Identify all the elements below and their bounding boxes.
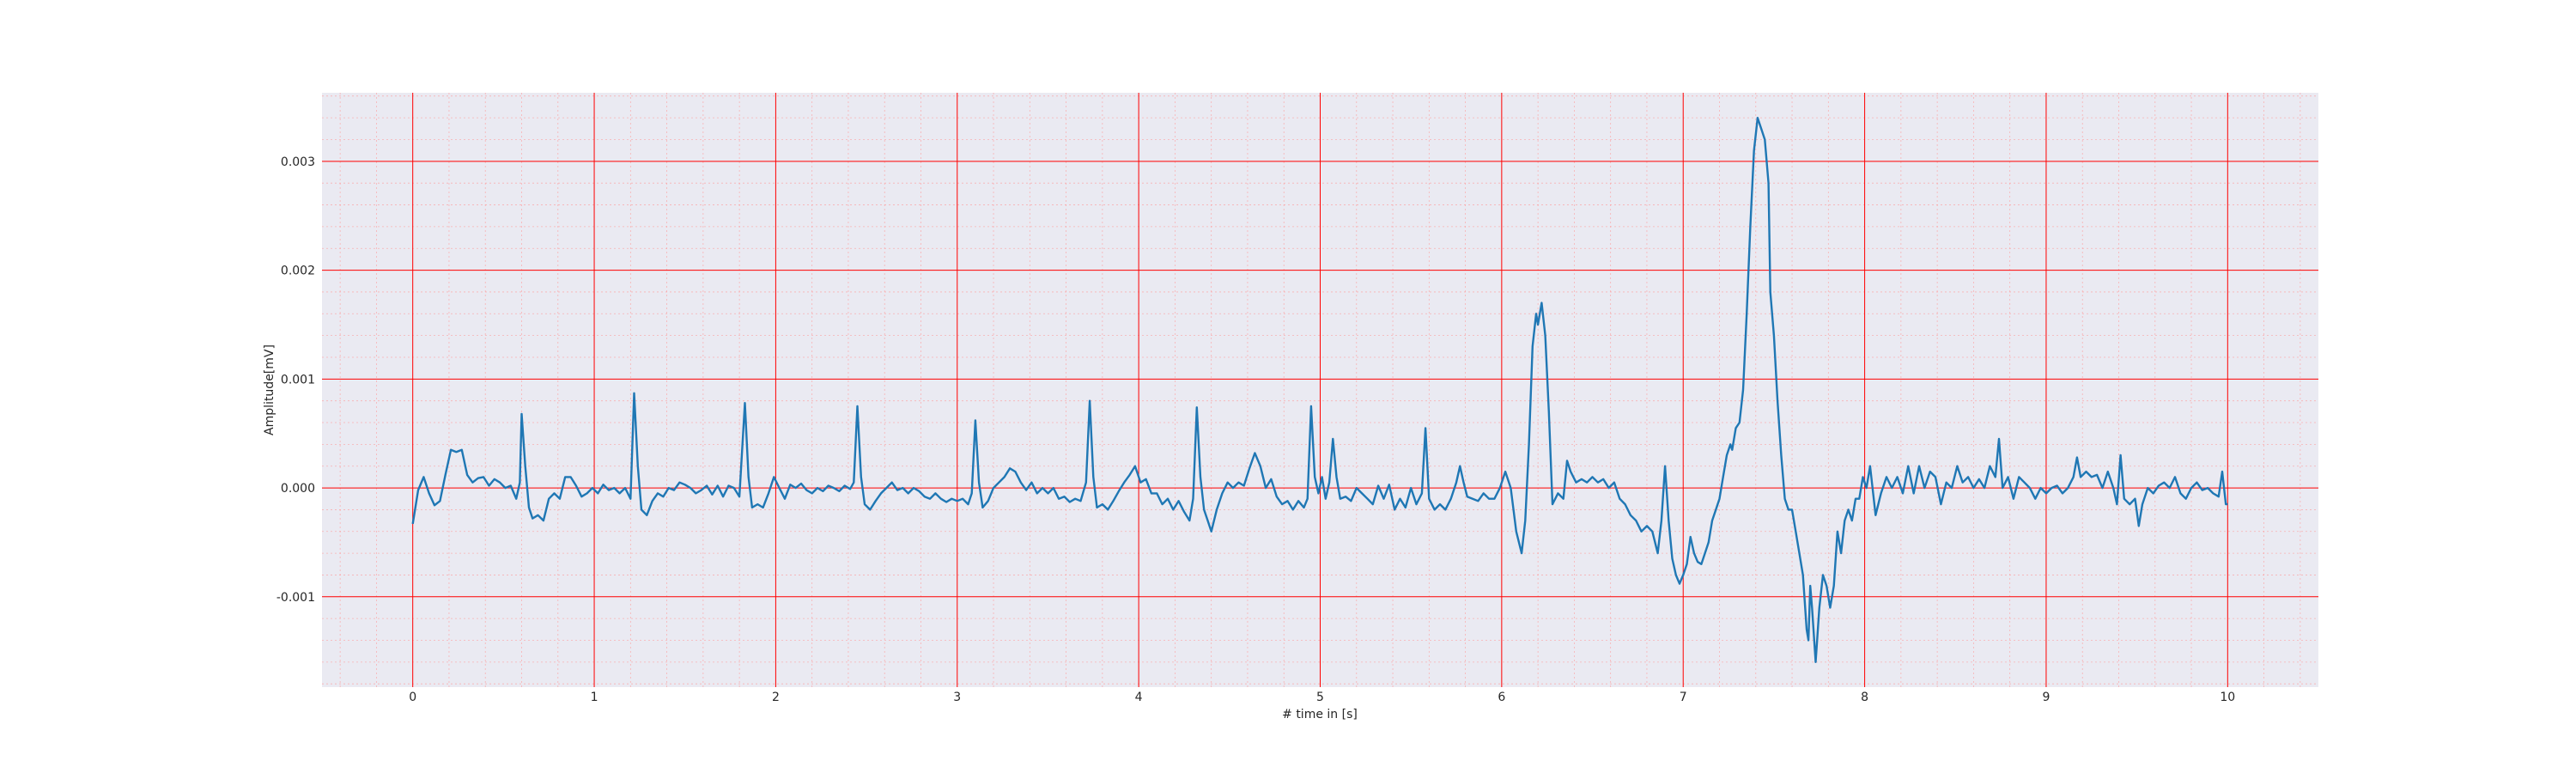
- y-tick-label: 0.003: [281, 155, 315, 169]
- minor-grid: [322, 93, 2318, 687]
- y-axis-label: Amplitude[mV]: [263, 344, 276, 435]
- x-tick-label: 6: [1498, 691, 1505, 704]
- x-tick-label: 8: [1861, 691, 1868, 704]
- x-tick-label: 0: [409, 691, 416, 704]
- x-tick-label: 7: [1680, 691, 1687, 704]
- y-tick-label: -0.001: [276, 591, 315, 605]
- y-tick-label: 0.000: [281, 482, 315, 496]
- y-axis-ticks: -0.001 0.000 0.001 0.002 0.003: [276, 155, 315, 605]
- x-tick-label: 9: [2042, 691, 2050, 704]
- x-tick-label: 2: [772, 691, 780, 704]
- series-line: [411, 117, 2228, 663]
- y-tick-label: 0.001: [281, 373, 315, 386]
- x-axis-label: # time in [s]: [1282, 708, 1358, 721]
- x-tick-label: 3: [953, 691, 961, 704]
- y-tick-label: 0.002: [281, 265, 315, 278]
- x-tick-label: 5: [1316, 691, 1324, 704]
- x-tick-label: 4: [1135, 691, 1143, 704]
- x-tick-label: 1: [591, 691, 598, 704]
- x-tick-label: 10: [2220, 691, 2235, 704]
- x-axis-ticks: 0 1 2 3 4 5 6 7 8 9 10: [409, 691, 2235, 704]
